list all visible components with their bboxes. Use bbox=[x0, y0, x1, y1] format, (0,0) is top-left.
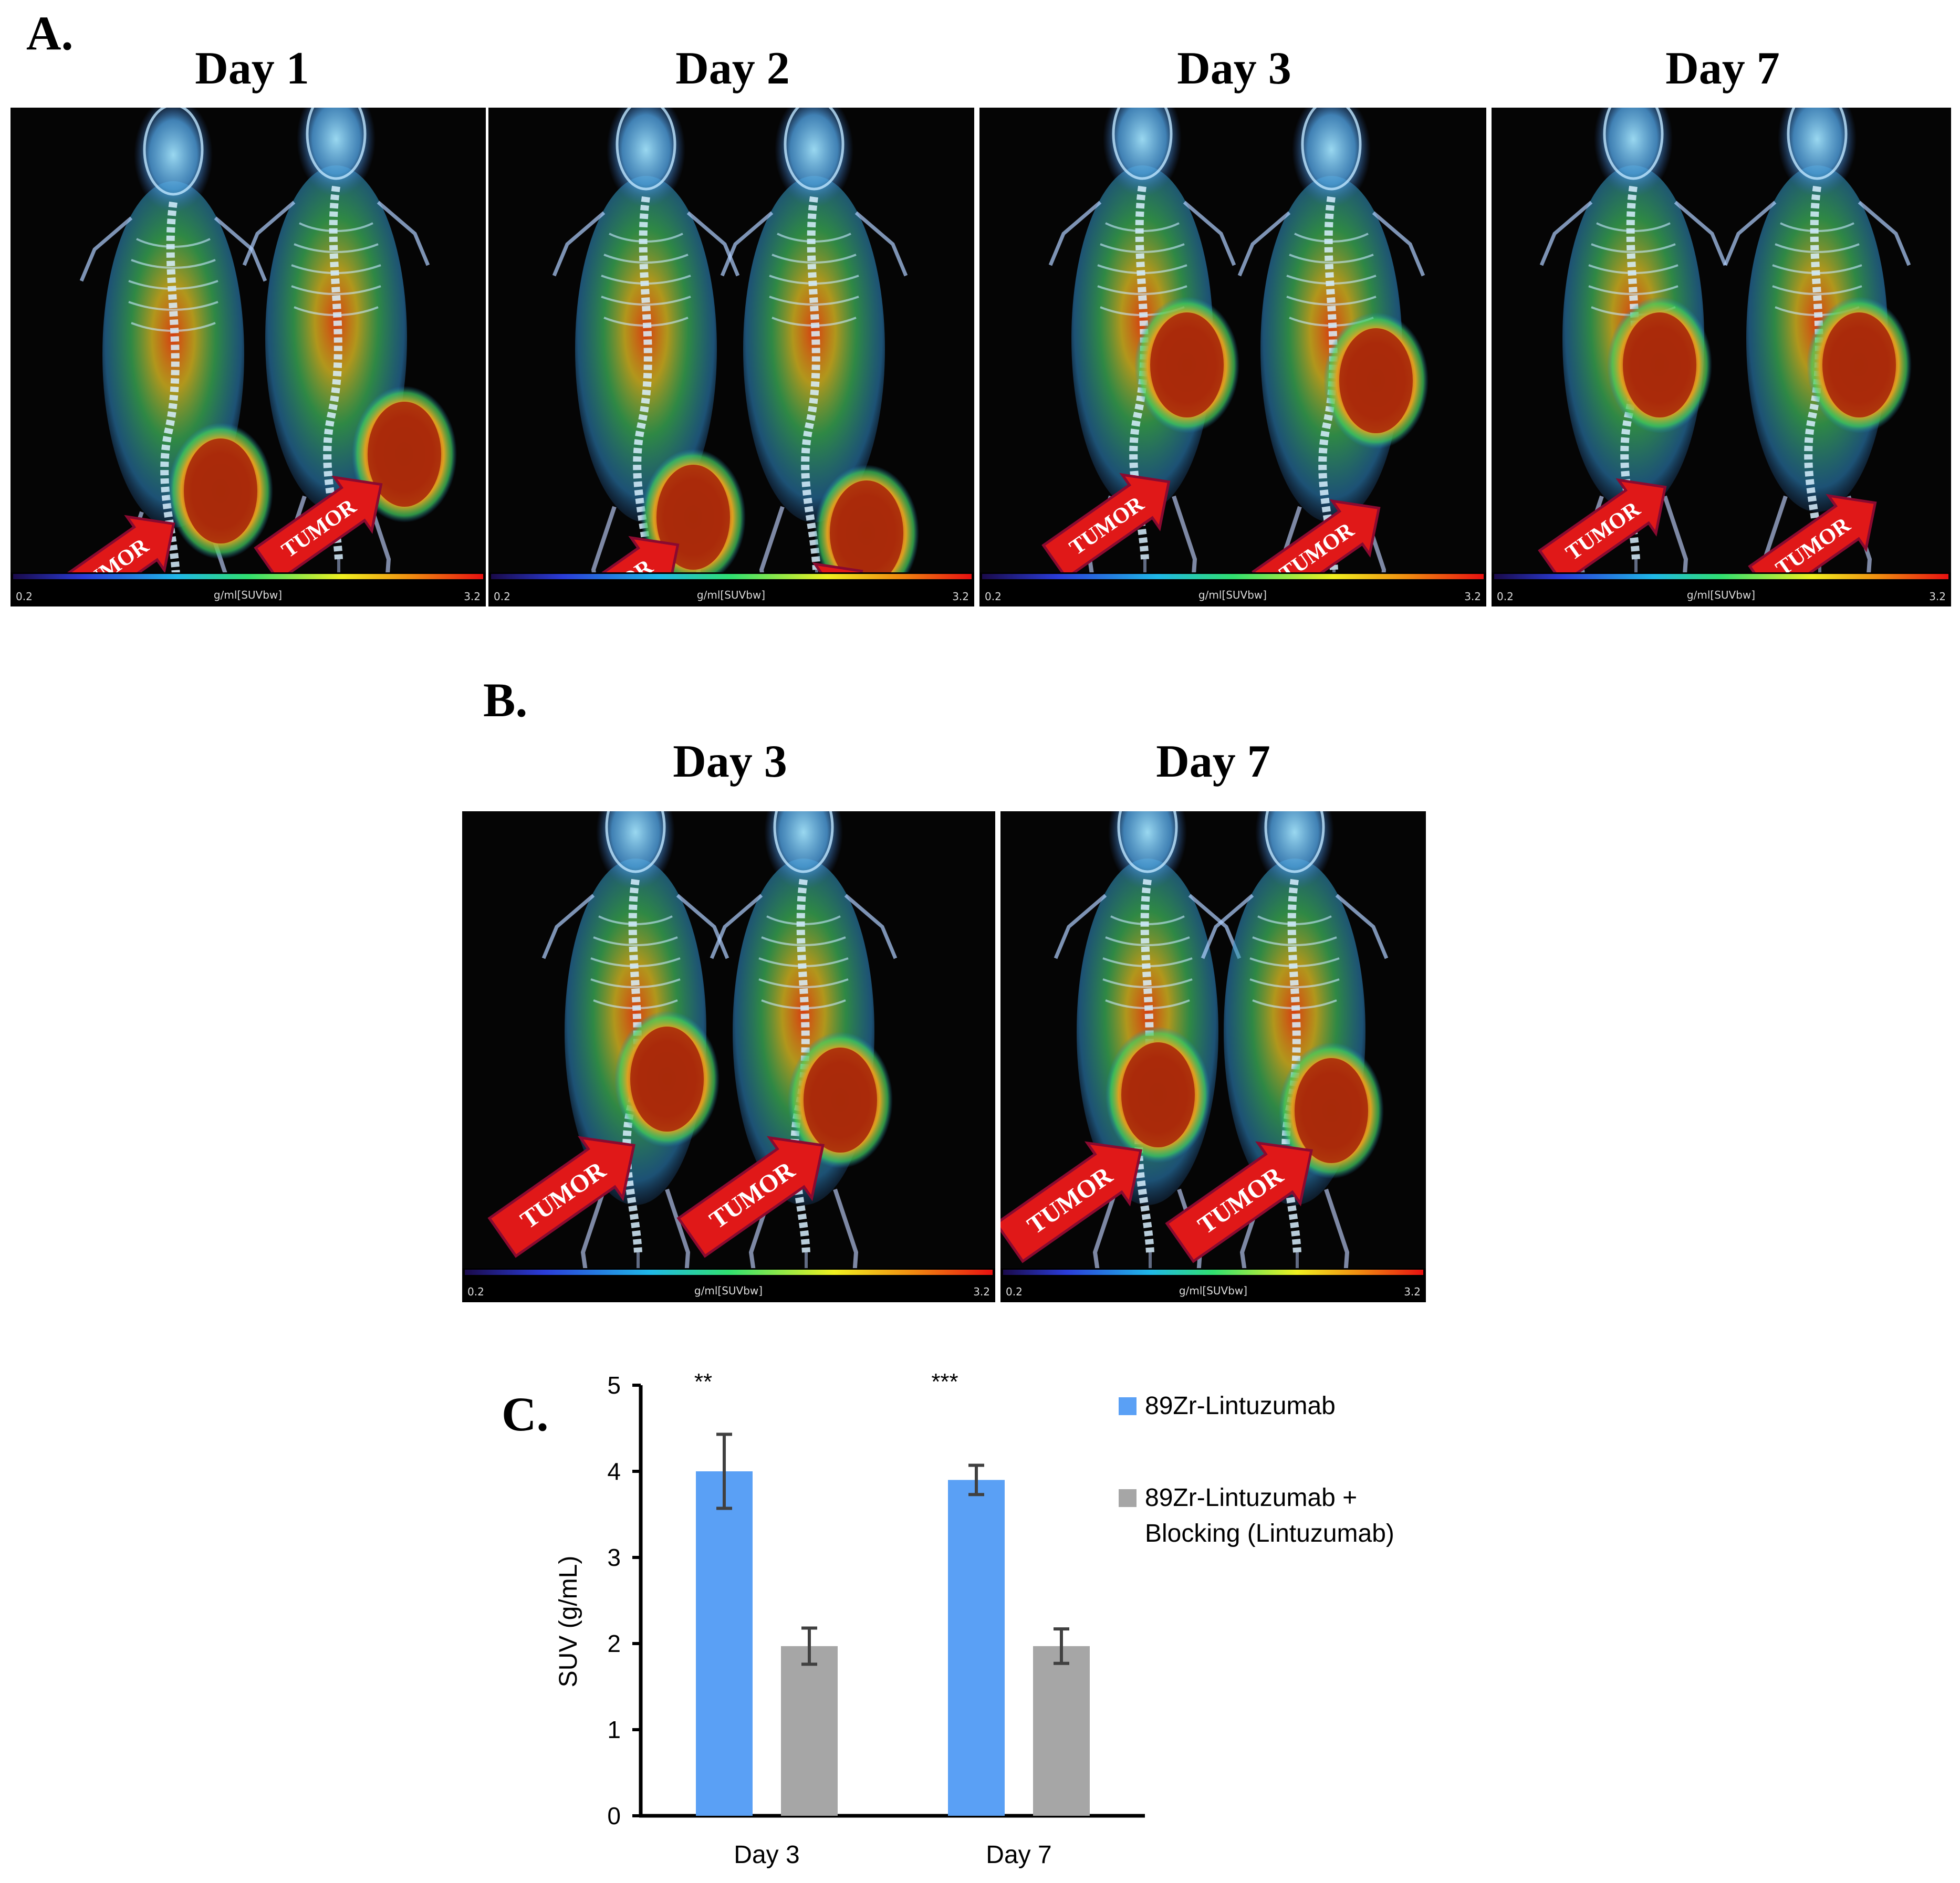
scale-max: 3.2 bbox=[464, 590, 481, 603]
suv-color-scale bbox=[465, 1270, 993, 1275]
pet-ct-blocking-day7: TUMOR TUMOR 0.2 g/ml[SUVbw] 3.2 bbox=[1000, 811, 1426, 1302]
scale-min: 0.2 bbox=[985, 590, 1002, 603]
scale-max: 3.2 bbox=[952, 590, 969, 603]
x-tick-label: Day 3 bbox=[734, 1841, 799, 1869]
suv-color-scale bbox=[982, 574, 1484, 579]
panel-a-day-title: Day 1 bbox=[195, 43, 309, 94]
panel-a-day-title: Day 3 bbox=[1177, 43, 1291, 94]
tumor-arrow: TUMOR bbox=[487, 1136, 635, 1258]
bar bbox=[696, 1471, 753, 1816]
scale-max: 3.2 bbox=[1464, 590, 1481, 603]
tumor-arrow: TUMOR bbox=[1041, 473, 1171, 580]
panel-a-day-title: Day 7 bbox=[1665, 43, 1780, 94]
y-tick-label: 1 bbox=[607, 1716, 621, 1743]
scale-unit: g/ml[SUVbw] bbox=[214, 589, 282, 601]
pet-ct-image-day3: TUMOR TUMOR 0.2 g/ml[SUVbw] 3.2 bbox=[979, 108, 1489, 606]
suv-bar-chart: 0 1 2 3 4 5 SUV (g/mL) Day 3 ** Day 7 *** 89Zr-Lint… bbox=[555, 1369, 1394, 1869]
scale-max: 3.2 bbox=[1929, 590, 1946, 603]
legend-swatch bbox=[1119, 1489, 1137, 1507]
panel-a-day-title: Day 2 bbox=[675, 43, 790, 94]
scale-min: 0.2 bbox=[1497, 590, 1514, 603]
panel-b-day-title: Day 3 bbox=[673, 736, 787, 787]
scale-min: 0.2 bbox=[467, 1285, 484, 1298]
scale-unit: g/ml[SUVbw] bbox=[1198, 589, 1267, 601]
significance-label: ** bbox=[694, 1369, 712, 1395]
scale-min: 0.2 bbox=[1006, 1285, 1023, 1298]
suv-color-scale bbox=[1494, 574, 1948, 579]
panel-b-letter: B. bbox=[483, 673, 528, 727]
y-axis-label: SUV (g/mL) bbox=[555, 1556, 582, 1688]
suv-color-scale bbox=[13, 574, 483, 579]
scale-min: 0.2 bbox=[16, 590, 33, 603]
scale-max: 3.2 bbox=[1404, 1285, 1421, 1298]
y-tick-label: 4 bbox=[607, 1458, 621, 1485]
legend-label: 89Zr-Lintuzumab bbox=[1145, 1392, 1336, 1420]
x-tick-label: Day 7 bbox=[986, 1841, 1051, 1869]
y-tick-label: 0 bbox=[607, 1802, 621, 1829]
bar bbox=[1033, 1646, 1090, 1816]
suv-color-scale bbox=[491, 574, 972, 579]
y-tick-label: 2 bbox=[607, 1630, 621, 1657]
pet-ct-image-day2: TUMOR TUMOR 0.2 g/ml[SUVbw] 3.2 bbox=[488, 108, 977, 606]
panel-c-letter: C. bbox=[502, 1387, 549, 1441]
legend-swatch bbox=[1119, 1397, 1137, 1415]
scale-unit: g/ml[SUVbw] bbox=[694, 1284, 763, 1297]
scale-unit: g/ml[SUVbw] bbox=[1179, 1284, 1247, 1297]
scale-unit: g/ml[SUVbw] bbox=[1687, 589, 1755, 601]
scale-max: 3.2 bbox=[973, 1285, 990, 1298]
panel-a-letter: A. bbox=[26, 6, 74, 60]
pet-ct-image-day1: TUMOR TUMOR 0.2 g/ml[SUVbw] 3.2 bbox=[11, 108, 489, 606]
suv-color-scale bbox=[1003, 1270, 1423, 1275]
significance-label: *** bbox=[931, 1369, 958, 1395]
bar bbox=[948, 1480, 1005, 1816]
pet-ct-blocking-day3: TUMOR TUMOR 0.2 g/ml[SUVbw] 3.2 bbox=[462, 811, 998, 1302]
legend-label: Blocking (Lintuzumab) bbox=[1145, 1520, 1394, 1547]
scale-unit: g/ml[SUVbw] bbox=[697, 589, 765, 601]
panel-b-day-title: Day 7 bbox=[1156, 736, 1270, 787]
legend-label: 89Zr-Lintuzumab + bbox=[1145, 1484, 1357, 1512]
y-tick-label: 3 bbox=[607, 1544, 621, 1571]
bar bbox=[781, 1646, 838, 1816]
pet-ct-image-day7: TUMOR TUMOR 0.2 g/ml[SUVbw] 3.2 bbox=[1492, 108, 1951, 606]
y-tick-label: 5 bbox=[607, 1372, 621, 1399]
scale-min: 0.2 bbox=[494, 590, 510, 603]
